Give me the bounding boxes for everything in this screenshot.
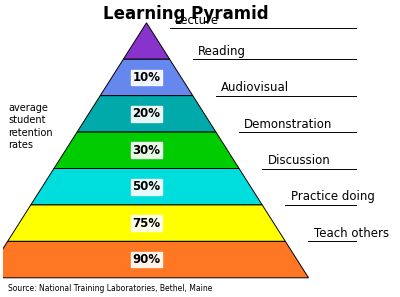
Text: 75%: 75% [132, 217, 160, 230]
Text: Practice doing: Practice doing [290, 190, 374, 203]
Text: 50%: 50% [132, 180, 160, 193]
Text: Learning Pyramid: Learning Pyramid [103, 5, 268, 23]
Polygon shape [31, 168, 262, 205]
Text: 20%: 20% [132, 108, 160, 120]
Text: Discussion: Discussion [268, 154, 330, 167]
Polygon shape [8, 205, 285, 241]
Polygon shape [100, 59, 193, 96]
Text: average
student
retention
rates: average student retention rates [8, 103, 53, 150]
Text: 10%: 10% [132, 71, 160, 84]
Polygon shape [123, 23, 170, 59]
Polygon shape [0, 241, 308, 278]
Text: Demonstration: Demonstration [244, 118, 333, 131]
Polygon shape [54, 132, 239, 168]
Text: Lecture: Lecture [175, 14, 219, 27]
Text: Reading: Reading [198, 45, 246, 58]
Text: 90%: 90% [132, 253, 160, 266]
Text: Audiovisual: Audiovisual [221, 81, 289, 94]
Polygon shape [77, 96, 216, 132]
Text: Teach others: Teach others [314, 227, 389, 240]
Text: 30%: 30% [132, 144, 160, 157]
Text: Source: National Training Laboratories, Bethel, Maine: Source: National Training Laboratories, … [8, 284, 212, 293]
